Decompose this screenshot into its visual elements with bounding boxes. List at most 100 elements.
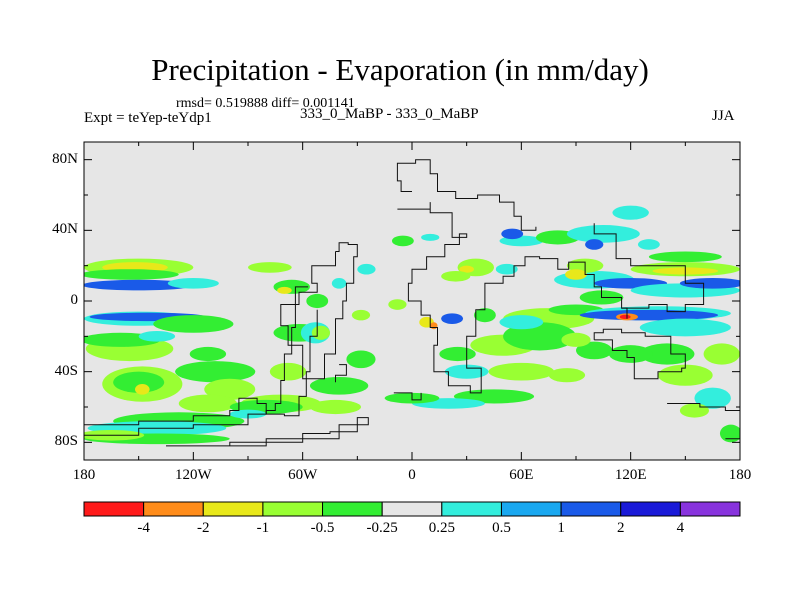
colorbar-swatch (560, 501, 622, 517)
field-patch (679, 403, 710, 418)
coastline (166, 417, 369, 447)
field-patch (309, 376, 369, 395)
field-patch (639, 343, 695, 365)
colorbar-label: 0.25 (428, 520, 455, 536)
field-patch (84, 269, 179, 280)
coastline (593, 223, 705, 313)
field-patch (430, 322, 438, 330)
colorbar-label: -4 (137, 520, 150, 536)
field-patch (277, 286, 292, 294)
coastline (396, 159, 537, 231)
y-tick-label: 40S (54, 362, 78, 379)
field-patch (351, 309, 371, 321)
x-tick-label: 180 (728, 467, 752, 483)
field-patch (84, 279, 196, 291)
field-patch (113, 371, 165, 393)
field-patch (309, 399, 361, 415)
field-patch (311, 325, 330, 340)
field-patch (499, 315, 544, 330)
field-patch (357, 263, 376, 275)
field-patch (679, 278, 740, 289)
coastline (593, 328, 686, 380)
field-patch (135, 384, 150, 395)
coastline (725, 438, 740, 446)
field-patch (495, 263, 518, 275)
colorbar-swatch (381, 501, 443, 517)
field-patch (565, 269, 587, 280)
field-patch (488, 362, 555, 381)
field-patch (421, 233, 440, 241)
field-patch (153, 315, 234, 333)
field-patch (167, 278, 219, 289)
colorbar-label: -0.25 (366, 520, 398, 536)
field-patch (248, 262, 292, 273)
field-patch (441, 270, 471, 282)
field-patch (719, 424, 740, 443)
coastline (397, 202, 628, 394)
field-patch (694, 387, 731, 409)
experiment-label: Expt = teYep-teYdp1 (84, 110, 212, 126)
y-tick-label: 80S (54, 433, 78, 450)
field-patch (175, 361, 256, 383)
colorbar-swatch (262, 501, 324, 517)
coastline (335, 364, 347, 383)
contour-field (84, 205, 740, 445)
field-patch (612, 205, 649, 220)
field-patch (561, 332, 591, 347)
colorbar-label: -0.5 (310, 520, 335, 536)
field-patch (658, 364, 713, 386)
x-tick-label: 120W (174, 467, 212, 483)
coastline (667, 403, 740, 411)
colorbar-swatch (143, 501, 204, 517)
field-patch (585, 239, 604, 250)
colorbar-swatch (322, 501, 383, 517)
field-patch (331, 278, 347, 289)
coastline (84, 397, 267, 436)
field-patch (306, 293, 329, 309)
colorbar-label: 4 (676, 520, 685, 536)
colorbar-swatch (202, 501, 264, 517)
axis-ticks (83, 142, 741, 460)
x-tick-label: 180 (72, 467, 96, 483)
field-patch (189, 346, 227, 362)
field-patch (637, 239, 660, 250)
season-label: JJA (712, 108, 735, 124)
coastlines (84, 159, 740, 447)
x-tick-label: 60W (288, 467, 318, 483)
field-patch (576, 341, 613, 360)
colorbar-swatch (83, 501, 145, 517)
field-patch (703, 343, 740, 365)
y-tick-label: 0 (70, 292, 79, 308)
field-patch (639, 318, 731, 337)
field-patch (579, 309, 719, 321)
field-patch (648, 251, 722, 263)
stats-text: rmsd= 0.519888 diff= 0.001141 (176, 96, 355, 111)
colorbar-swatch (441, 501, 502, 517)
field-patch (501, 228, 524, 240)
colorbar-label: 0.5 (492, 520, 511, 536)
field-patch (391, 235, 414, 247)
x-tick-label: 60E (509, 467, 534, 483)
field-patch (178, 394, 238, 413)
colorbar-swatch (679, 501, 741, 517)
colorbar-label: -2 (197, 520, 210, 536)
coastline (393, 392, 422, 401)
field-patch (439, 346, 476, 362)
field-patch (346, 350, 376, 369)
field-patch (548, 368, 586, 383)
colorbar-label: 2 (616, 520, 625, 536)
x-tick-label: 120E (614, 467, 647, 483)
field-patch (473, 308, 496, 323)
field-patch (388, 299, 407, 310)
field-patch (619, 314, 631, 320)
field-patch (204, 378, 256, 400)
colorbar-label: -1 (256, 520, 270, 536)
y-tick-label: 80N (52, 150, 78, 167)
chart-title: Precipitation - Evaporation (in mm/day) (151, 52, 649, 87)
colorbar-swatch (620, 501, 681, 517)
field-patch (608, 345, 653, 363)
colorbar-label: 1 (557, 520, 565, 536)
colorbar-swatch (500, 501, 562, 517)
x-tick-label: 0 (408, 467, 416, 483)
